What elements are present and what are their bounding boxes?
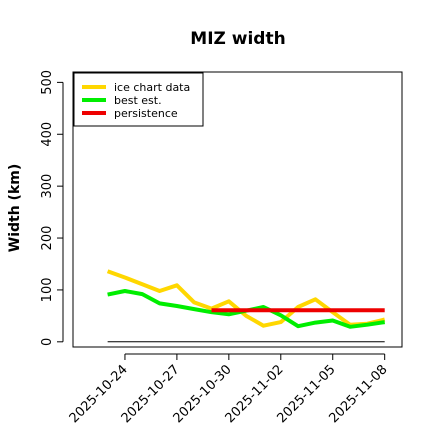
y-tick-label: 500 xyxy=(40,70,55,95)
y-axis: 0 100 200 300 400 500 xyxy=(40,70,64,346)
y-axis-label: Width (km) xyxy=(7,164,23,253)
legend-label-persistence: persistence xyxy=(114,107,178,120)
x-axis: 2025-10-242025-10-272025-10-302025-11-02… xyxy=(67,353,391,426)
y-tick-label: 200 xyxy=(40,226,55,251)
plot-frame xyxy=(72,71,403,348)
series-layer xyxy=(106,269,386,329)
chart-title: MIZ width xyxy=(190,29,285,49)
y-tick-label: 0 xyxy=(40,338,55,346)
legend-label-best-est: best est. xyxy=(114,94,162,107)
y-tick-label: 100 xyxy=(40,278,55,303)
y-tick-label: 300 xyxy=(40,174,55,199)
y-tick-label: 400 xyxy=(40,122,55,147)
series-line-ice-chart-data xyxy=(106,269,386,328)
legend-label-ice-chart-data: ice chart data xyxy=(114,81,190,94)
